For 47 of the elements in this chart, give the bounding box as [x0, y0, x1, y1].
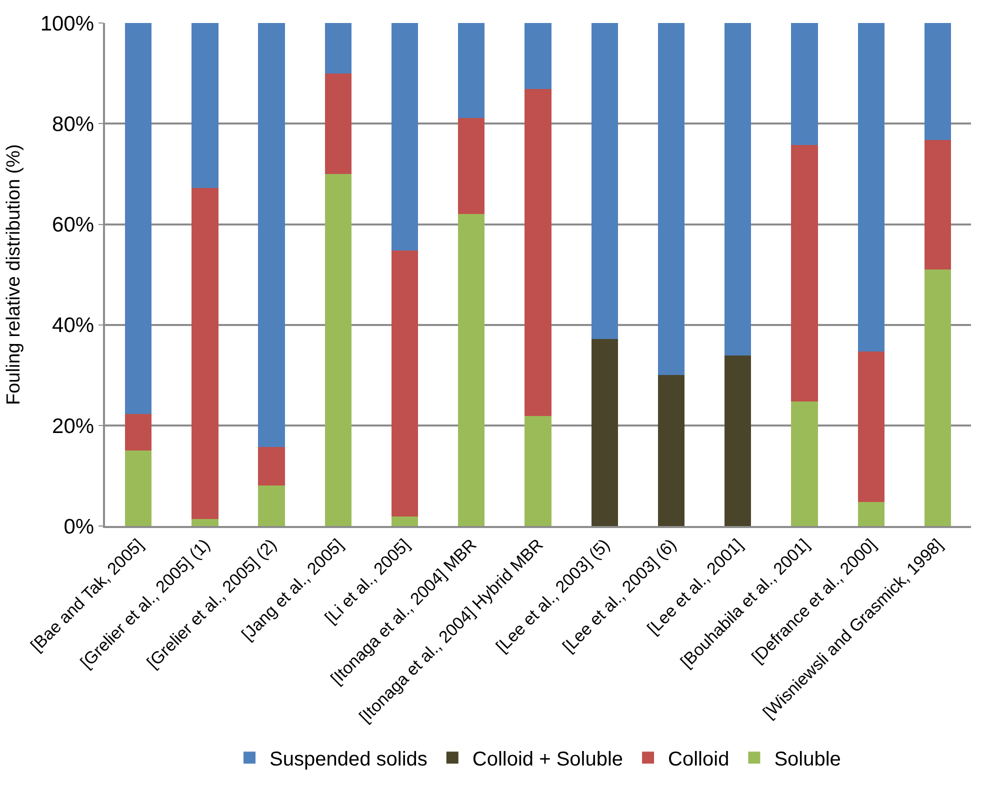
y-tick-label: 100%: [40, 12, 94, 36]
bar: [791, 401, 818, 526]
bar: [858, 23, 884, 352]
bar: [391, 23, 418, 250]
bar: [124, 23, 152, 414]
y-axis-title: Fouling relative distribution (%): [4, 144, 25, 405]
y-tick-label: 0%: [64, 516, 94, 538]
bar: [724, 23, 752, 356]
bar: [192, 519, 218, 526]
bar: [458, 118, 485, 214]
bar: [724, 356, 752, 526]
bar: [791, 23, 818, 145]
bar: [524, 88, 552, 416]
bar: [324, 73, 352, 174]
bar: [258, 447, 285, 486]
bar: [924, 270, 952, 526]
bar: [458, 23, 485, 118]
bar: [924, 140, 952, 270]
legend-label: Soluble: [774, 748, 841, 770]
bar: [524, 416, 552, 526]
bar: [858, 502, 884, 526]
bar: [258, 23, 285, 448]
y-tick-label: 40%: [52, 314, 94, 338]
bar: [458, 214, 485, 526]
bar: [324, 174, 352, 526]
y-tick-label: 80%: [52, 112, 94, 136]
bar: [924, 23, 952, 140]
bar: [124, 450, 152, 526]
legend-label: Suspended solids: [270, 748, 428, 770]
bar: [591, 23, 618, 339]
y-tick-label: 60%: [52, 214, 94, 237]
y-tick-label: 20%: [52, 414, 94, 438]
bar: [391, 250, 418, 517]
bar: [124, 414, 152, 451]
bar: [591, 338, 618, 526]
bar: [791, 144, 818, 402]
bar: [658, 23, 685, 376]
bar: [192, 188, 218, 520]
bar: [192, 23, 218, 188]
bar: [524, 23, 552, 89]
bar: [858, 352, 884, 502]
bar: [258, 485, 285, 526]
bar: [391, 516, 418, 526]
bar: [324, 23, 352, 74]
bar: [658, 375, 685, 526]
legend-label: Colloid: [668, 748, 730, 770]
legend-label: Colloid + Soluble: [472, 748, 624, 770]
